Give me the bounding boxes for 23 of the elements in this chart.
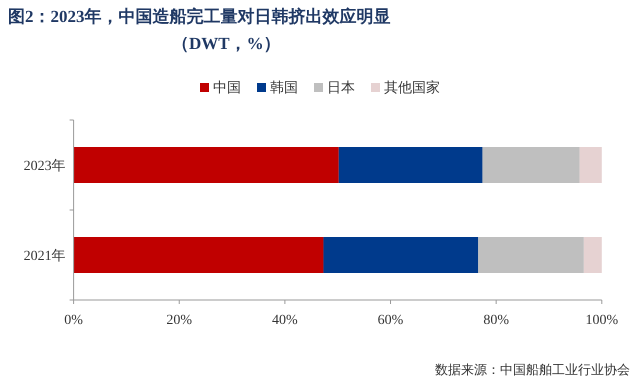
bar: [580, 147, 602, 183]
bar: [482, 147, 580, 183]
source-note: 数据来源：中国船舶工业行业协会: [435, 362, 630, 377]
x-tick-label: 100%: [585, 313, 618, 328]
y-tick-label: 2021年: [24, 248, 66, 264]
chart-title: 图2：2023年，中国造船完工量对日韩挤出效应明显: [8, 7, 390, 26]
x-tick-label: 60%: [378, 313, 404, 328]
legend-label: 其他国家: [384, 80, 440, 96]
chart-subtitle: （DWT，%）: [172, 34, 281, 53]
x-tick-label: 20%: [166, 313, 192, 328]
x-tick-label: 0%: [64, 313, 84, 328]
x-tick-label: 80%: [483, 313, 510, 328]
bar: [74, 237, 324, 273]
bar: [323, 237, 478, 273]
x-tick-label: 40%: [272, 313, 298, 328]
legend-label: 日本: [327, 80, 355, 96]
bar: [338, 147, 482, 183]
bar: [478, 237, 584, 273]
legend-label: 韩国: [270, 80, 298, 96]
y-tick-label: 2023年: [24, 158, 66, 174]
legend-label: 中国: [213, 80, 241, 96]
bar: [584, 237, 602, 273]
bar: [74, 147, 339, 183]
